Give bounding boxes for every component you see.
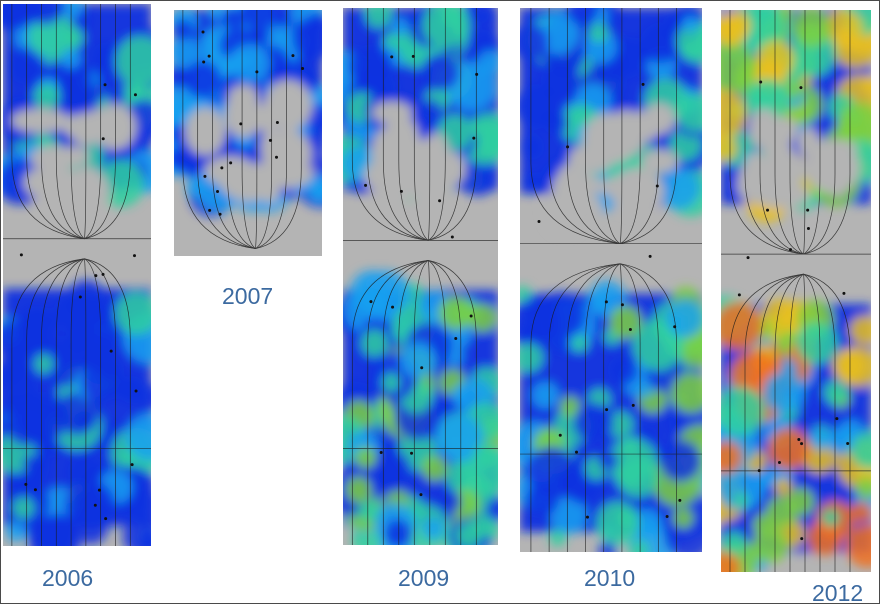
heatmap-2007 [174, 10, 322, 249]
map-panel-2009 [343, 8, 498, 545]
map-panel-2006 [3, 4, 151, 546]
heatmap-2009 [343, 8, 498, 545]
year-label-2010: 2010 [584, 565, 636, 591]
heatmap-2012 [721, 10, 871, 572]
year-label-2006: 2006 [42, 565, 94, 591]
year-label-2009: 2009 [398, 565, 450, 591]
year-label-2012: 2012 [812, 580, 864, 606]
heatmap-2010 [520, 8, 702, 552]
map-panel-2010 [520, 8, 702, 552]
map-panel-2012 [721, 10, 871, 572]
heatmap-2006 [3, 4, 151, 546]
map-panel-2007 [174, 10, 322, 256]
year-label-2007: 2007 [222, 283, 274, 309]
